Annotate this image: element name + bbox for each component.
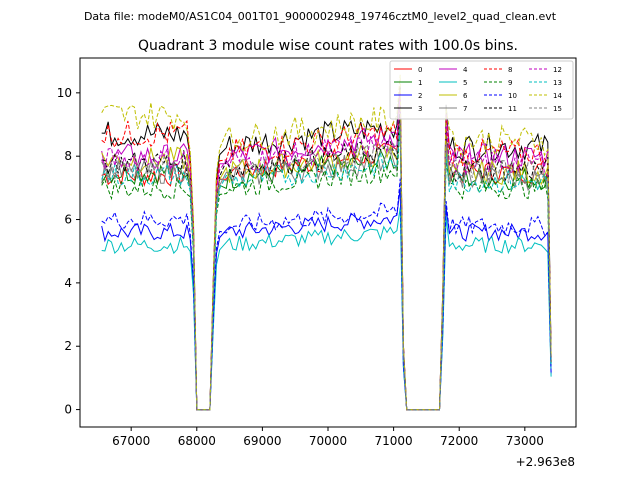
series-line-3 [101, 86, 552, 411]
x-axis: 67000 68000 69000 70000 71000 72000 73000 [112, 427, 544, 448]
legend-entry: 2 [394, 92, 422, 100]
y-axis: 0 2 4 6 8 10 [57, 86, 80, 417]
chart-title: Quadrant 3 module wise count rates with … [138, 38, 518, 54]
legend-entry: 15 [529, 105, 562, 113]
legend-label: 5 [463, 79, 467, 87]
legend-entry: 5 [439, 79, 467, 87]
legend-entry: 8 [484, 66, 512, 74]
y-tick-label: 8 [64, 149, 72, 163]
series-line-14 [101, 74, 552, 411]
x-axis-offset: +2.963e8 [516, 455, 575, 469]
y-tick-label: 2 [64, 339, 72, 353]
x-tick-label: 68000 [178, 434, 216, 448]
legend-entry: 13 [529, 79, 562, 87]
legend-entry: 11 [484, 105, 517, 113]
legend-entry: 6 [439, 92, 468, 100]
legend-label: 3 [418, 105, 422, 113]
legend-box [389, 60, 574, 120]
legend-label: 6 [463, 92, 468, 100]
legend-entry: 4 [439, 66, 468, 74]
legend-label: 9 [508, 79, 512, 87]
legend-label: 1 [418, 79, 422, 87]
series-line-15 [101, 118, 552, 411]
legend-label: 15 [553, 105, 562, 113]
legend-entry: 14 [529, 92, 562, 100]
series-line-11 [101, 104, 552, 411]
x-tick-label: 67000 [112, 434, 150, 448]
file-suptitle: Data file: modeM0/AS1C04_001T01_90000029… [84, 10, 557, 23]
legend-entry: 0 [394, 66, 422, 74]
x-tick-label: 71000 [375, 434, 413, 448]
legend-label: 14 [553, 92, 562, 100]
legend-label: 7 [463, 105, 467, 113]
x-tick-label: 73000 [506, 434, 544, 448]
series-line-10 [101, 178, 552, 411]
y-tick-label: 6 [64, 213, 72, 227]
legend-entry: 10 [484, 92, 517, 100]
legend-entry: 12 [529, 66, 562, 74]
y-tick-label: 10 [57, 86, 72, 100]
series-line-9 [101, 125, 552, 411]
legend-label: 4 [463, 66, 468, 74]
legend-label: 12 [553, 66, 562, 74]
legend-entry: 9 [484, 79, 512, 87]
x-tick-label: 72000 [440, 434, 478, 448]
x-tick-label: 69000 [243, 434, 281, 448]
legend-entry: 3 [394, 105, 422, 113]
legend-entry: 1 [394, 79, 422, 87]
series-line-2 [101, 187, 552, 411]
legend-entry: 7 [439, 105, 467, 113]
series-line-5 [101, 207, 552, 411]
y-tick-label: 0 [64, 403, 72, 417]
legend-label: 10 [508, 92, 517, 100]
x-tick-label: 70000 [309, 434, 347, 448]
series-line-8 [101, 89, 552, 411]
series-line-4 [101, 90, 552, 411]
legend-label: 13 [553, 79, 562, 87]
legend-label: 2 [418, 92, 422, 100]
legend-label: 11 [508, 105, 517, 113]
legend-label: 0 [418, 66, 422, 74]
legend-label: 8 [508, 66, 512, 74]
series-line-7 [101, 114, 552, 411]
y-tick-label: 4 [64, 276, 72, 290]
plot-lines [101, 74, 552, 411]
